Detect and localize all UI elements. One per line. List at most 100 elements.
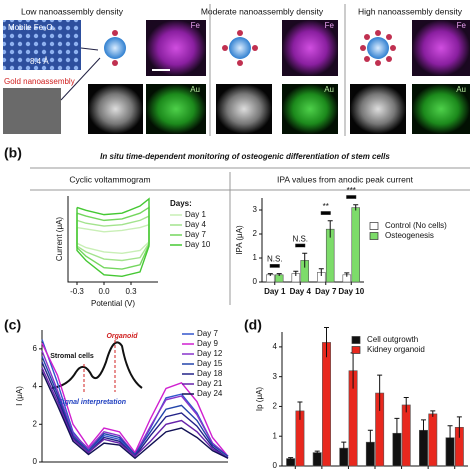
legend-swatch <box>351 346 361 354</box>
y-tick-label: 2 <box>273 402 278 411</box>
x-tick-label: Day 10 <box>338 287 364 296</box>
legend-label: Day 10 <box>185 240 211 249</box>
legend-label: Osteogenesis <box>385 231 434 240</box>
au-label: Au <box>456 85 466 94</box>
error-bar <box>341 441 347 455</box>
bar <box>401 404 411 467</box>
x-tick-label: 0.0 <box>98 287 110 296</box>
heading: Low nanoassembly density <box>21 6 124 16</box>
charts: Cyclic voltammogram Current (μA) Days: -0.3… <box>15 174 468 470</box>
series-line <box>76 197 150 277</box>
y-axis-label: I (μA) <box>15 386 24 406</box>
y-tick-label: 2 <box>253 229 258 238</box>
fe-map <box>282 20 338 76</box>
legend-label: Day 21 <box>197 379 223 388</box>
significance-label: ** <box>323 202 329 211</box>
y-axis-label: IPA (μA) <box>235 225 244 255</box>
inset-label: Organoid <box>106 333 138 340</box>
error-bar <box>302 252 308 268</box>
au-map <box>282 84 338 134</box>
legend-label: Day 7 <box>185 230 206 239</box>
x-tick-label: -0.3 <box>70 287 84 296</box>
lattice-label: Mobile Fe₃O₄ <box>8 23 56 32</box>
error-bar <box>394 417 400 449</box>
y-tick-label: 0 <box>273 461 278 470</box>
y-tick-label: 3 <box>273 372 278 381</box>
legend-label: Control (No cells) <box>385 221 447 230</box>
legend-swatch <box>351 336 361 344</box>
error-bar <box>353 204 359 211</box>
connector <box>80 47 99 51</box>
legend-label: Day 24 <box>197 389 223 398</box>
error-bar <box>377 374 383 411</box>
stem-image <box>350 84 406 134</box>
y-axis-label: Ip (μA) <box>255 387 264 412</box>
stem-image <box>88 84 143 134</box>
legend-label: Day 18 <box>197 369 223 378</box>
series-line <box>41 371 229 460</box>
panel-a: Low nanoassembly density Moderate nanoas… <box>3 4 470 136</box>
significance-bracket <box>295 243 306 248</box>
error-bar <box>267 273 273 276</box>
y-tick-label: 4 <box>33 382 38 391</box>
connector <box>60 57 101 101</box>
panel-b-title: In situ time-dependent monitoring of ost… <box>100 152 390 161</box>
error-bar <box>420 419 426 441</box>
significance-label: N.S. <box>292 234 308 243</box>
y-tick-label: 0 <box>253 277 258 286</box>
legend-title: Days: <box>170 199 192 208</box>
y-tick-label: 1 <box>273 431 278 440</box>
legend-label: Day 15 <box>197 359 223 368</box>
legend-label: Kidney organoid <box>367 345 425 354</box>
fe-label: Fe <box>325 21 335 30</box>
panel-label: (d) <box>244 317 262 333</box>
axis <box>261 198 364 283</box>
series-line <box>41 367 229 459</box>
heading: Moderate nanoassembly density <box>201 6 324 16</box>
spacing-label: 8.4 Å <box>30 57 49 66</box>
inset-label: Stromal cells <box>50 353 94 360</box>
error-bar <box>344 272 350 277</box>
gold-label: Gold nanoassembly <box>4 77 75 86</box>
legend-label: Day 9 <box>197 339 218 348</box>
chart-title: IPA values from anodic peak current <box>277 174 414 184</box>
series-line <box>76 223 150 255</box>
fe-map <box>412 20 470 76</box>
y-tick-label: 1 <box>253 253 258 262</box>
heading: High nanoassembly density <box>358 6 463 16</box>
error-bar <box>367 429 373 455</box>
inset-label: Signal interpretation <box>58 399 126 406</box>
error-bar <box>327 220 333 238</box>
x-tick-label: Day 7 <box>315 287 337 296</box>
nanoparticle-low <box>104 30 126 66</box>
y-axis-label: Current (μA) <box>55 217 64 262</box>
legend-label: Cell outgrowth <box>367 335 418 344</box>
nanoparticle-high <box>360 30 396 66</box>
au-label: Au <box>324 85 334 94</box>
axis <box>67 196 158 283</box>
au-map <box>412 84 470 134</box>
x-tick-label: Day 4 <box>290 287 312 296</box>
x-tick-label: 0.3 <box>125 287 137 296</box>
series-line <box>76 214 150 262</box>
bar <box>286 458 296 467</box>
legend-label: Day 7 <box>197 329 218 338</box>
error-bar <box>456 416 462 438</box>
gold-image <box>3 88 61 134</box>
inset <box>51 340 143 392</box>
panel-label: (c) <box>4 317 21 333</box>
error-bar <box>447 425 453 450</box>
y-tick-label: 4 <box>273 342 278 351</box>
legend-label: Day 4 <box>185 220 206 229</box>
y-tick-label: 3 <box>253 205 258 214</box>
y-tick-label: 6 <box>33 344 38 353</box>
error-bar <box>276 273 282 276</box>
au-label: Au <box>190 85 200 94</box>
x-tick-label: Day 1 <box>264 287 286 296</box>
error-bar <box>297 401 303 420</box>
legend-label: Day 12 <box>197 349 223 358</box>
bar <box>428 413 438 467</box>
bar <box>322 342 331 467</box>
au-map <box>146 84 206 134</box>
